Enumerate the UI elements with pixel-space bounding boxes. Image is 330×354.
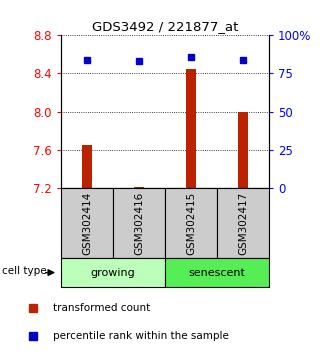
Bar: [82, 145, 92, 188]
Bar: [61, 258, 165, 287]
Text: senescent: senescent: [188, 268, 246, 278]
Text: percentile rank within the sample: percentile rank within the sample: [53, 331, 229, 341]
Text: GSM302417: GSM302417: [238, 192, 248, 255]
Bar: [165, 258, 269, 287]
Text: GSM302416: GSM302416: [134, 192, 144, 255]
Text: growing: growing: [91, 268, 135, 278]
Bar: [238, 112, 248, 188]
Bar: [165, 188, 217, 258]
Title: GDS3492 / 221877_at: GDS3492 / 221877_at: [92, 20, 238, 33]
Bar: [113, 188, 165, 258]
Text: GSM302414: GSM302414: [82, 192, 92, 255]
Bar: [134, 187, 144, 188]
Text: GSM302415: GSM302415: [186, 192, 196, 255]
Bar: [217, 188, 269, 258]
Bar: [61, 188, 113, 258]
Text: cell type: cell type: [2, 266, 47, 276]
Text: transformed count: transformed count: [53, 303, 150, 313]
Bar: [186, 69, 196, 188]
